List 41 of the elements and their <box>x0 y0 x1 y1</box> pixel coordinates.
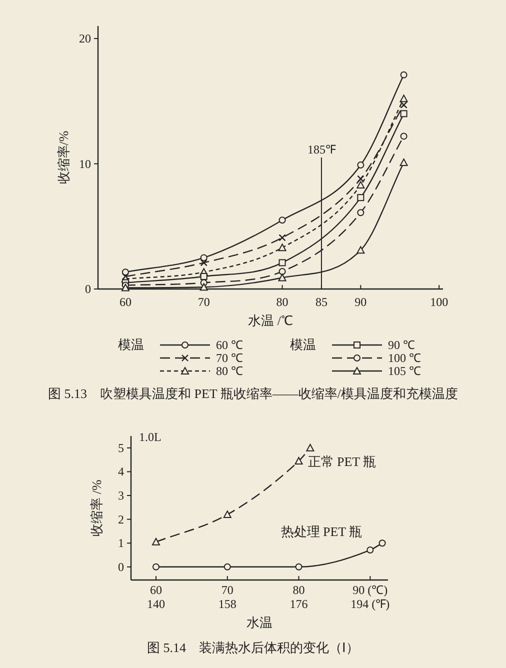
ref-line-label: 185℉ <box>307 142 336 156</box>
y-tick-label: 4 <box>118 464 124 479</box>
legend-label: 70 ℃ <box>216 351 243 365</box>
y-tick-label: 0 <box>85 282 91 296</box>
y-tick-label: 3 <box>118 488 124 503</box>
x-axis-title: 水温 /℃ <box>248 313 293 328</box>
y-tick-label: 2 <box>118 512 124 526</box>
x-tick-label: 60 <box>150 583 162 597</box>
x-tick-label: 100 <box>430 295 448 309</box>
y-tick-label: 20 <box>79 32 91 46</box>
legend-title: 模温 <box>118 337 144 352</box>
x-tick-label: 70 <box>221 583 234 597</box>
x-tick-label: 60 <box>119 295 132 309</box>
annotation: 1.0L <box>139 430 162 444</box>
series-label: 热处理 PET 瓶 <box>280 524 362 540</box>
y-tick-label: 1 <box>118 536 124 550</box>
x-tick-label: 90 <box>354 295 367 309</box>
x-tick-label: 70 <box>198 295 210 309</box>
x-tick-label: 80 <box>276 295 288 309</box>
y-tick-label: 0 <box>118 560 124 574</box>
series-label: 正常 PET 瓶 <box>308 454 376 469</box>
x2-tick-label: 140 <box>146 597 165 611</box>
x-axis-title: 水温 <box>246 615 272 630</box>
x2-tick-label: 194 (℉) <box>350 597 390 611</box>
y-axis-title: 收缩率 /% <box>89 479 104 536</box>
legend-label: 105 ℃ <box>388 364 421 378</box>
x-tick-label: 80 <box>292 583 305 597</box>
legend-label: 80 ℃ <box>216 364 243 378</box>
text: 模温 <box>290 337 316 352</box>
legend-label: 60 ℃ <box>216 338 243 352</box>
x2-tick-label: 158 <box>218 597 236 611</box>
x-tick-label: 85 <box>315 295 328 309</box>
y-tick-label: 5 <box>118 440 124 455</box>
y-axis-title: 收缩率/% <box>56 130 71 184</box>
caption: 图 5.13 吹塑模具温度和 PET 瓶收缩率——收缩率/模具温度和充模温度 <box>48 386 458 401</box>
caption: 图 5.14 装满热水后体积的变化（Ⅰ） <box>147 640 359 655</box>
legend-label: 100 ℃ <box>388 351 421 365</box>
x-tick-label: 90 (℃) <box>352 583 388 597</box>
x2-tick-label: 176 <box>290 597 308 611</box>
y-tick-label: 10 <box>79 156 91 171</box>
legend-label: 90 ℃ <box>388 338 415 352</box>
